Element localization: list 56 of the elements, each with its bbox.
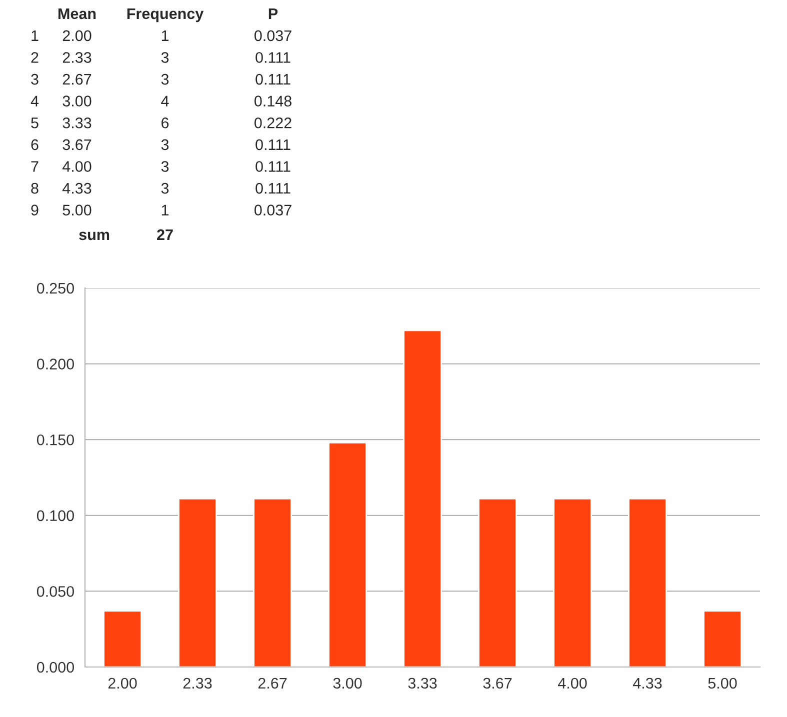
text: 3 [161,52,169,63]
x-tick-label: 3.33 [408,678,437,689]
text: 4 [161,96,169,106]
text: 6 [31,139,38,150]
x-tick-label: 3.00 [333,678,362,689]
text: Frequency [127,8,204,22]
text: 4 [30,96,39,106]
category-label: 4.00 [62,161,92,172]
x-tick-label: 2.33 [183,678,212,689]
text: 3 [161,74,169,85]
text: 0.222 [254,117,292,128]
text: sum [79,232,110,240]
text: 0.037 [254,30,292,42]
text: 6 [162,117,169,128]
text: 3 [31,74,38,85]
y-tick-label: 0.100 [36,510,74,522]
category-label: 4.33 [62,182,92,194]
text: 3 [161,161,169,172]
x-tick-label: 2.00 [108,678,137,689]
text: 7 [31,161,38,172]
text: 3 [161,139,169,150]
x-tick-label: 5.00 [708,678,737,689]
text: 0.111 [256,74,290,85]
text: 0.148 [254,96,292,106]
text: 2 [31,52,38,63]
y-tick-label: 0.250 [36,282,74,294]
category-label: 2.67 [62,74,92,85]
text: 0.111 [256,52,290,63]
text: 1 [162,204,169,216]
text: 1 [162,30,169,41]
text: 8 [31,182,38,194]
text: 27 [157,229,173,240]
y-tick-label: 0.200 [36,358,74,370]
y-tick-label: 0.000 [36,662,74,673]
text: 0.111 [256,139,290,150]
category-label: 3.67 [62,139,92,150]
y-tick-label: 0.050 [36,586,74,597]
text: 9 [31,204,38,216]
category-label: 2.00 [62,30,92,42]
text: P [268,8,278,19]
y-tick-label: 0.150 [36,434,74,446]
x-tick-label: 4.00 [558,678,587,689]
x-tick-label: 3.67 [483,678,512,689]
text: 1 [32,30,38,41]
text: 0.037 [254,204,292,216]
text: 3 [161,182,169,194]
text: 0.111 [256,182,290,194]
text: 0.111 [256,161,290,172]
text: 5 [31,118,38,128]
text: Mean [58,8,96,20]
x-tick-label: 2.67 [258,678,287,689]
category-label: 5.00 [62,204,92,216]
category-label: 3.00 [62,96,92,106]
x-tick-label: 4.33 [632,678,662,689]
category-label: 2.33 [62,52,92,63]
category-label: 3.33 [62,117,92,128]
